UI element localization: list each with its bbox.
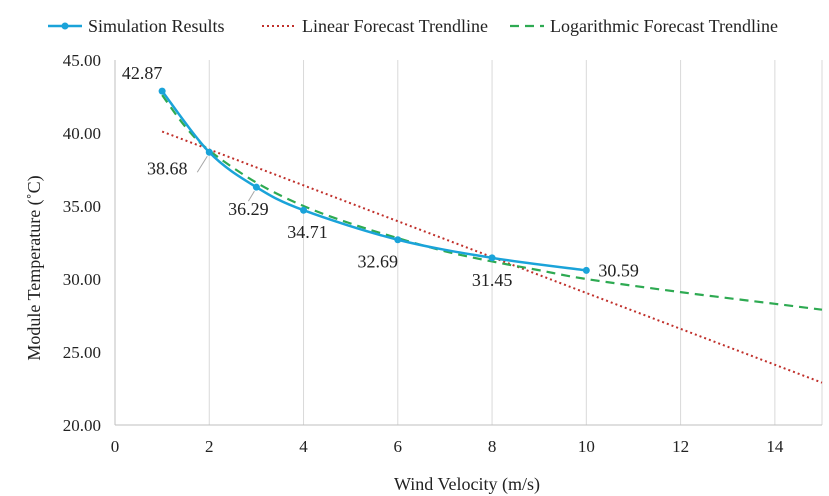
legend-label: Linear Forecast Trendline	[302, 16, 488, 36]
y-tick-label: 25.00	[63, 343, 101, 362]
x-tick-label: 14	[766, 437, 784, 456]
gridlines	[208, 60, 823, 425]
y-tick-label: 35.00	[63, 197, 101, 216]
legend-label: Logarithmic Forecast Trendline	[550, 16, 778, 36]
simulation-point	[252, 183, 260, 191]
x-tick-label: 10	[578, 437, 595, 456]
data-label: 34.71	[287, 222, 328, 242]
data-label: 30.59	[598, 260, 639, 280]
simulation-point	[394, 236, 402, 244]
y-axis-title: Module Temperature (˚C)	[24, 175, 45, 360]
axes	[114, 60, 822, 426]
x-tick-label: 6	[394, 437, 403, 456]
series-simulation-results	[161, 90, 587, 272]
simulation-point	[158, 87, 166, 95]
x-tick-label: 0	[111, 437, 120, 456]
y-tick-label: 20.00	[63, 416, 101, 435]
x-axis-ticks: 0 2 4 6 8 10 12 14	[111, 437, 784, 456]
y-axis-ticks: 20.00 25.00 30.00 35.00 40.00 45.00	[63, 51, 101, 435]
data-label: 32.69	[358, 252, 399, 272]
x-tick-label: 2	[205, 437, 214, 456]
simulation-point	[582, 266, 590, 274]
x-tick-label: 12	[672, 437, 689, 456]
x-tick-label: 8	[488, 437, 497, 456]
legend: Simulation Results Linear Forecast Trendl…	[48, 16, 778, 36]
legend-label: Simulation Results	[88, 16, 225, 36]
x-tick-label: 4	[299, 437, 308, 456]
label-leader	[247, 190, 255, 202]
legend-marker	[61, 22, 69, 30]
simulation-point	[300, 206, 308, 214]
y-tick-label: 30.00	[63, 270, 101, 289]
label-leader	[196, 156, 208, 173]
y-tick-label: 45.00	[63, 51, 101, 70]
data-label: 38.68	[147, 158, 188, 178]
data-labels: 42.87 38.68 36.29 34.71 32.69 31.45 30.59	[122, 63, 639, 290]
simulation-point	[488, 254, 496, 262]
data-label: 31.45	[472, 270, 513, 290]
data-label: 42.87	[122, 63, 163, 83]
simulation-point	[205, 148, 213, 156]
data-label: 36.29	[228, 199, 269, 219]
plot-area	[158, 87, 823, 384]
x-axis-title: Wind Velocity (m/s)	[394, 474, 540, 495]
y-tick-label: 40.00	[63, 124, 101, 143]
